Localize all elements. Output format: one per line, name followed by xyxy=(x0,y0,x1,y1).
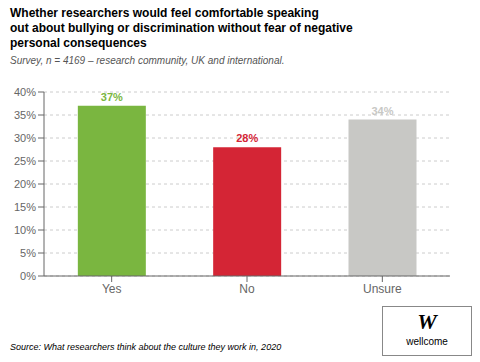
html-text:W: W xyxy=(417,309,437,334)
svg-text:Yes: Yes xyxy=(102,282,122,296)
html-text:Survey, n = 4169 – research co: Survey, n = 4169 – research community, U… xyxy=(10,55,285,66)
html-text:Whether researchers would feel: Whether researchers would feel comfortab… xyxy=(10,6,319,20)
svg-text:28%: 28% xyxy=(236,132,258,144)
svg-text:15%: 15% xyxy=(14,201,36,213)
svg-text:Unsure: Unsure xyxy=(363,282,402,296)
svg-text:5%: 5% xyxy=(20,247,36,259)
html-text:personal consequences: personal consequences xyxy=(10,36,147,50)
svg-text:25%: 25% xyxy=(14,155,36,167)
svg-text:10%: 10% xyxy=(14,224,36,236)
svg-text:40%: 40% xyxy=(14,86,36,98)
html-text:Source: What researchers think: Source: What researchers think about the… xyxy=(10,342,282,352)
svg-text:34%: 34% xyxy=(371,105,393,117)
svg-text:0%: 0% xyxy=(20,270,36,282)
svg-text:30%: 30% xyxy=(14,132,36,144)
svg-text:No: No xyxy=(239,282,255,296)
svg-text:35%: 35% xyxy=(14,109,36,121)
svg-text:20%: 20% xyxy=(14,178,36,190)
html-text:out about bullying or discrimi: out about bullying or discrimination wit… xyxy=(10,21,353,35)
svg-text:37%: 37% xyxy=(101,91,123,103)
html-text:wellcome: wellcome xyxy=(406,336,448,347)
